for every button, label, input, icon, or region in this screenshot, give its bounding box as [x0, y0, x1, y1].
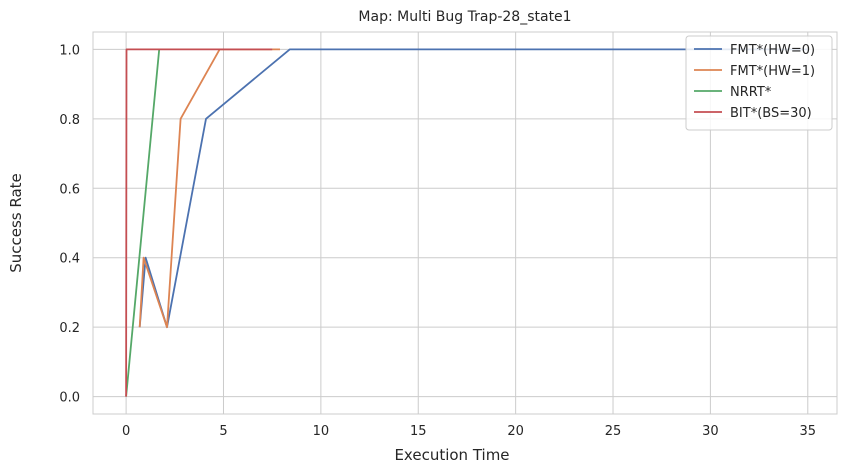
y-axis-label: Success Rate	[7, 173, 25, 273]
y-tick-label: 0.6	[59, 182, 80, 197]
x-tick-label: 35	[800, 424, 817, 439]
x-axis-label: Execution Time	[394, 446, 509, 464]
legend-entry-label: BIT*(BS=30)	[730, 106, 812, 121]
y-tick-label: 0.2	[59, 321, 80, 336]
series-line	[125, 49, 161, 397]
y-tick-label: 0.4	[59, 252, 80, 267]
x-tick-label: 20	[507, 424, 524, 439]
y-tick-label: 0.0	[59, 391, 80, 406]
legend-entry-label: FMT*(HW=1)	[730, 64, 815, 79]
x-tick-label: 15	[410, 424, 427, 439]
legend: FMT*(HW=0) FMT*(HW=1) NRRT* BIT*(BS=30)	[685, 35, 833, 131]
x-tick-label: 0	[122, 424, 130, 439]
legend-entry-label: FMT*(HW=0)	[730, 43, 815, 58]
y-tick-labels: 0.0 0.2 0.4 0.6 0.8 1.0	[59, 43, 80, 405]
series-line	[125, 48, 273, 397]
y-tick-label: 1.0	[59, 43, 80, 58]
x-tick-label: 5	[219, 424, 227, 439]
chart-title: Map: Multi Bug Trap-28_state1	[358, 9, 571, 25]
legend-entry-label: NRRT*	[730, 85, 772, 100]
x-tick-label: 10	[313, 424, 330, 439]
x-tick-labels: 0 5 10 15 20 25 30 35	[122, 424, 816, 439]
series-layer	[125, 48, 808, 397]
x-tick-label: 30	[702, 424, 719, 439]
y-tick-label: 0.8	[59, 113, 80, 128]
legend-box	[685, 35, 833, 131]
plot-frame	[92, 31, 838, 415]
x-tick-label: 25	[605, 424, 622, 439]
series-line	[138, 48, 808, 329]
